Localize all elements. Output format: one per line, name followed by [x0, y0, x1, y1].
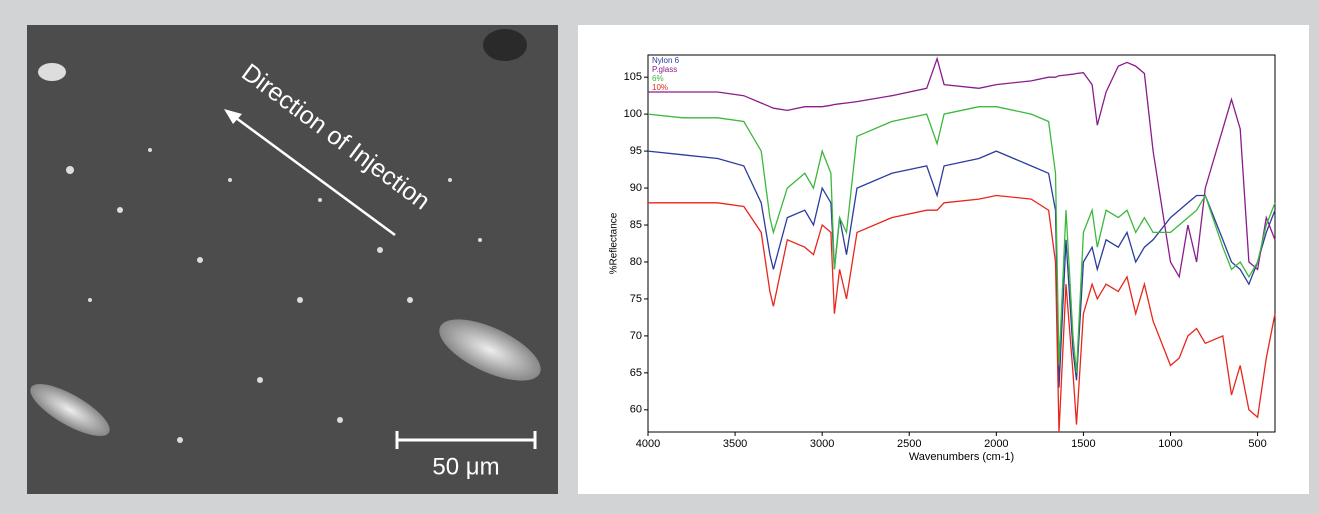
legend-entry: 6%	[652, 74, 664, 83]
y-tick-label: 60	[630, 404, 642, 416]
particle	[38, 63, 66, 81]
sem-image: Direction of Injection 50 μm	[24, 25, 558, 494]
pore	[483, 29, 527, 61]
legend-entry: P.glass	[652, 65, 677, 74]
y-tick-label: 105	[624, 71, 642, 83]
scale-bar-label: 50 μm	[432, 453, 499, 480]
y-tick-label: 65	[630, 367, 642, 379]
x-axis-label: Wavenumbers (cm-1)	[909, 451, 1014, 463]
x-tick-label: 500	[1248, 438, 1266, 450]
y-tick-label: 85	[630, 219, 642, 231]
x-tick-label: 2500	[897, 438, 921, 450]
y-tick-label: 70	[630, 330, 642, 342]
x-tick-label: 1000	[1158, 438, 1182, 450]
y-tick-label: 75	[630, 293, 642, 305]
y-tick-label: 100	[624, 108, 642, 120]
legend-entry: Nylon 6	[652, 56, 680, 65]
x-tick-label: 4000	[636, 438, 660, 450]
x-tick-label: 3000	[810, 438, 834, 450]
x-tick-label: 2000	[984, 438, 1008, 450]
x-tick-label: 1500	[1071, 438, 1095, 450]
y-axis-label: %Reflectance	[609, 212, 620, 274]
y-tick-label: 80	[630, 256, 642, 268]
x-tick-label: 3500	[723, 438, 747, 450]
figure: Direction of Injection 50 μm 60 65 70 75 80 8…	[0, 0, 1319, 514]
page: Direction of Injection 50 μm 60 65 70 75 80 8…	[0, 0, 1319, 514]
y-tick-label: 90	[630, 182, 642, 194]
chart-panel	[578, 25, 1309, 494]
y-tick-label: 95	[630, 145, 642, 157]
legend-entry: 10%	[652, 83, 668, 92]
